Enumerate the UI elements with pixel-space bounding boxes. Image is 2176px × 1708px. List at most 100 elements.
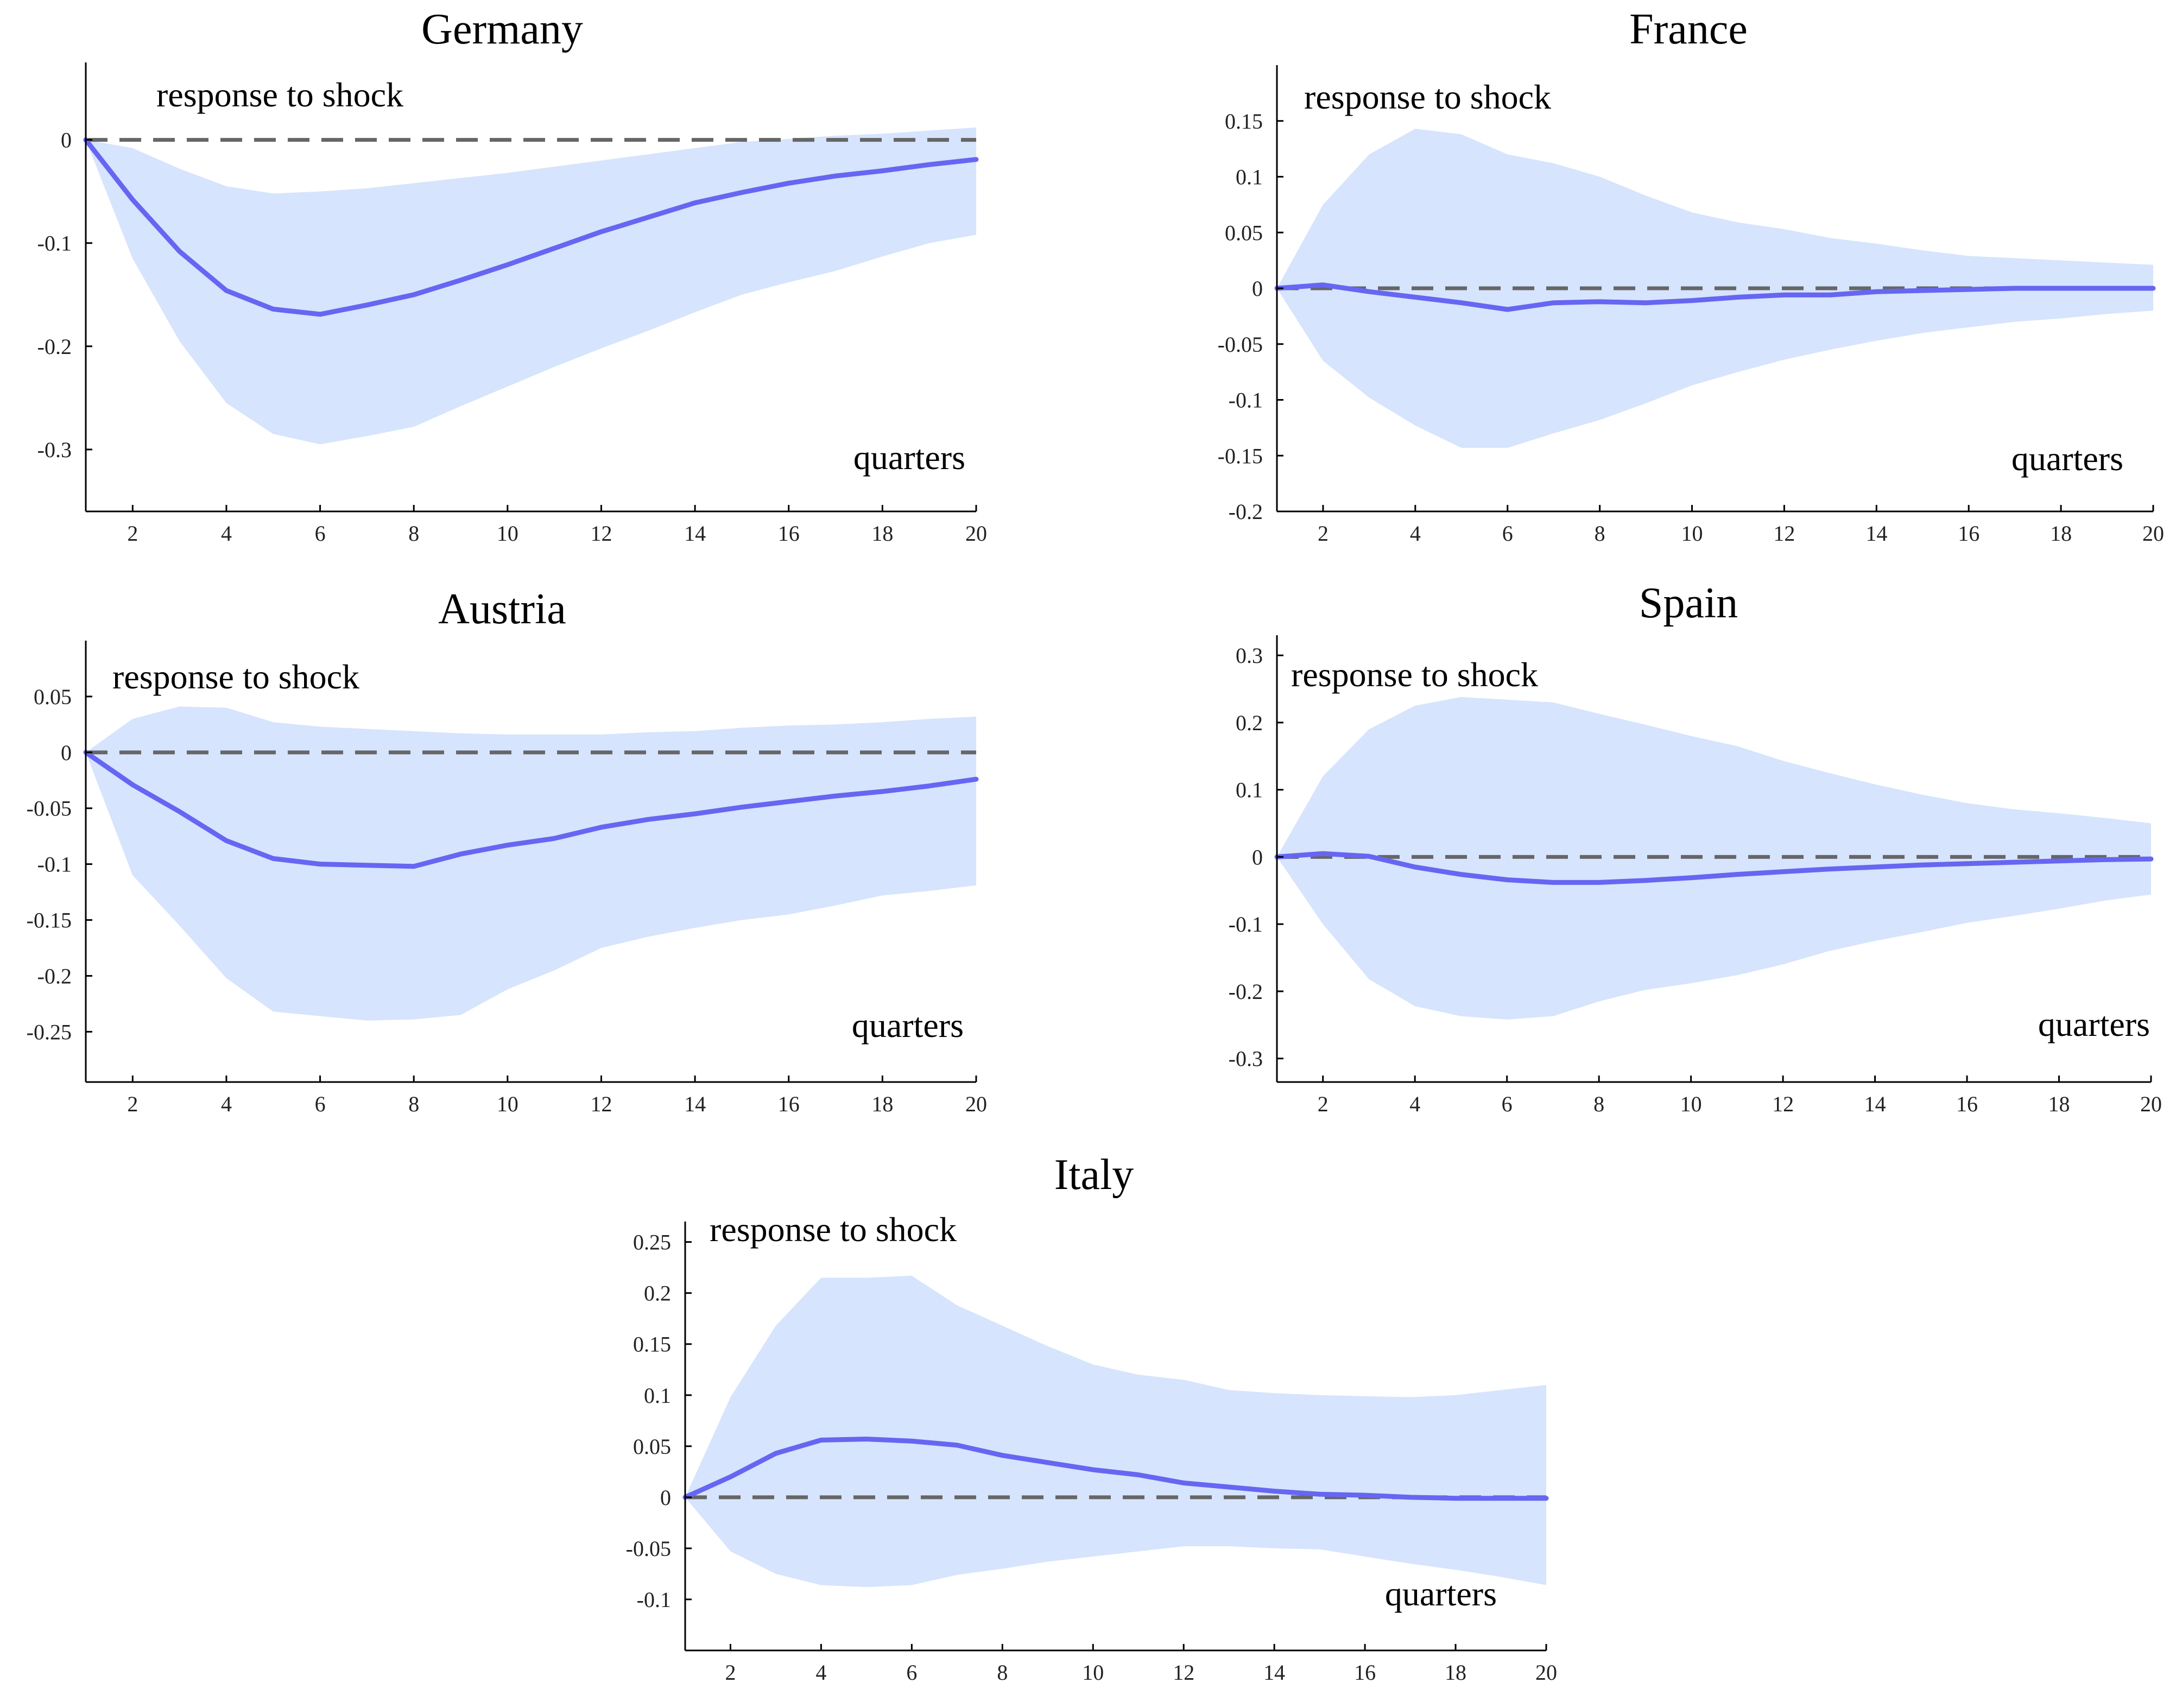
x-tick-label: 8 xyxy=(408,1092,419,1116)
y-tick-label: -0.1 xyxy=(637,1587,671,1612)
y-tick-label: 0.25 xyxy=(633,1230,671,1255)
x-tick-label: 6 xyxy=(315,1092,326,1116)
x-tick-label: 16 xyxy=(1958,521,1979,546)
response-line xyxy=(1274,851,2154,885)
chart-panel-italy: Italy response to shock quarters 2 4 6 8 10 1… xyxy=(626,1151,1557,1685)
confidence-band xyxy=(685,1275,1546,1587)
y-tick-label: 0.3 xyxy=(1236,643,1263,668)
response-line xyxy=(83,137,979,317)
chart-title: Germany xyxy=(421,5,583,53)
confidence-band xyxy=(86,706,976,1021)
x-tick-label: 16 xyxy=(1354,1660,1376,1685)
response-annotation: response to shock xyxy=(156,75,403,114)
response-line xyxy=(83,750,979,869)
response-line xyxy=(1274,282,2156,312)
x-tick-label: 20 xyxy=(965,1092,987,1116)
x-tick-label: 10 xyxy=(497,1092,518,1116)
x-tick-label: 12 xyxy=(1173,1660,1194,1685)
x-tick-label: 10 xyxy=(497,521,518,546)
y-tick-label: 0 xyxy=(1252,845,1263,869)
response-annotation: response to shock xyxy=(1304,78,1551,116)
y-tick-label: -0.1 xyxy=(1229,912,1263,937)
chart-title: Spain xyxy=(1639,579,1738,627)
y-tick-label: -0.1 xyxy=(37,852,72,877)
chart-panel-spain: Spain response to shock quarters 2 4 6 8 10 1… xyxy=(1229,579,2162,1116)
x-axis-label: quarters xyxy=(852,1006,964,1045)
y-tick-label: -0.05 xyxy=(1218,332,1263,357)
y-tick-label: 0 xyxy=(61,128,72,153)
y-tick-label: -0.25 xyxy=(27,1020,72,1044)
y-tick-label: 0.2 xyxy=(1236,711,1263,735)
x-tick-label: 10 xyxy=(1082,1660,1104,1685)
x-tick-label: 2 xyxy=(1318,1092,1329,1116)
x-tick-label: 4 xyxy=(1409,1092,1420,1116)
x-tick-label: 8 xyxy=(997,1660,1008,1685)
x-tick-label: 4 xyxy=(1410,521,1421,546)
x-tick-label: 20 xyxy=(1535,1660,1557,1685)
y-tick-label: -0.2 xyxy=(37,334,72,359)
y-tick-label: -0.15 xyxy=(1218,444,1263,468)
x-tick-label: 12 xyxy=(1772,1092,1794,1116)
y-tick-label: 0 xyxy=(660,1485,671,1510)
response-annotation: response to shock xyxy=(112,657,359,696)
x-tick-label: 20 xyxy=(2140,1092,2162,1116)
x-tick-label: 2 xyxy=(127,521,138,546)
y-tick-label: 0.05 xyxy=(34,685,72,709)
x-tick-label: 14 xyxy=(684,521,706,546)
x-tick-label: 20 xyxy=(2142,521,2164,546)
x-tick-label: 18 xyxy=(871,1092,893,1116)
chart-panel-austria: Austria response to shock quarters 2 4 6 8 1… xyxy=(27,585,987,1116)
y-tick-label: 0.15 xyxy=(633,1332,671,1357)
y-tick-label: 0.1 xyxy=(1236,778,1263,802)
x-tick-label: 2 xyxy=(725,1660,736,1685)
x-tick-label: 14 xyxy=(1865,521,1887,546)
x-tick-label: 2 xyxy=(127,1092,138,1116)
x-tick-label: 12 xyxy=(1773,521,1795,546)
y-tick-label: -0.15 xyxy=(27,908,72,933)
response-annotation: response to shock xyxy=(1291,655,1538,694)
y-tick-label: -0.1 xyxy=(37,231,72,256)
x-tick-label: 6 xyxy=(906,1660,917,1685)
x-axis-label: quarters xyxy=(2011,439,2123,478)
x-tick-label: 6 xyxy=(1502,521,1513,546)
x-axis-label: quarters xyxy=(1385,1574,1497,1613)
x-tick-label: 8 xyxy=(1593,1092,1604,1116)
confidence-band xyxy=(1277,697,2151,1020)
y-tick-label: -0.3 xyxy=(37,438,72,462)
x-tick-label: 4 xyxy=(221,521,232,546)
x-tick-label: 16 xyxy=(1956,1092,1978,1116)
x-tick-label: 18 xyxy=(2050,521,2072,546)
x-tick-label: 2 xyxy=(1318,521,1329,546)
chart-title: Italy xyxy=(1054,1151,1134,1199)
x-tick-label: 18 xyxy=(871,521,893,546)
x-tick-label: 20 xyxy=(965,521,987,546)
y-tick-label: -0.1 xyxy=(1229,388,1263,413)
x-tick-label: 16 xyxy=(778,1092,800,1116)
x-tick-label: 14 xyxy=(1864,1092,1886,1116)
x-tick-label: 14 xyxy=(1263,1660,1285,1685)
y-tick-label: 0 xyxy=(1252,276,1263,301)
chart-title: France xyxy=(1629,5,1748,53)
x-tick-label: 12 xyxy=(590,1092,612,1116)
x-tick-label: 8 xyxy=(408,521,419,546)
y-tick-label: 0.2 xyxy=(644,1281,671,1306)
response-annotation: response to shock xyxy=(710,1210,957,1249)
y-tick-label: 0 xyxy=(61,741,72,765)
y-tick-label: 0.1 xyxy=(644,1383,671,1408)
x-tick-label: 4 xyxy=(815,1660,826,1685)
x-tick-label: 16 xyxy=(778,521,800,546)
chart-panel-france: France response to shock quarters 2 4 6 8 10… xyxy=(1218,5,2164,546)
y-tick-label: -0.2 xyxy=(1229,499,1263,524)
x-tick-label: 6 xyxy=(315,521,326,546)
x-tick-label: 14 xyxy=(684,1092,706,1116)
x-axis-label: quarters xyxy=(2038,1005,2150,1043)
x-axis-label: quarters xyxy=(853,438,965,477)
x-tick-label: 8 xyxy=(1595,521,1605,546)
confidence-band xyxy=(86,127,976,445)
x-tick-label: 10 xyxy=(1680,1092,1702,1116)
x-tick-label: 18 xyxy=(1445,1660,1466,1685)
y-tick-label: -0.2 xyxy=(1229,979,1263,1004)
x-tick-label: 6 xyxy=(1502,1092,1513,1116)
response-line xyxy=(682,1437,1549,1501)
y-tick-label: -0.05 xyxy=(626,1536,671,1561)
